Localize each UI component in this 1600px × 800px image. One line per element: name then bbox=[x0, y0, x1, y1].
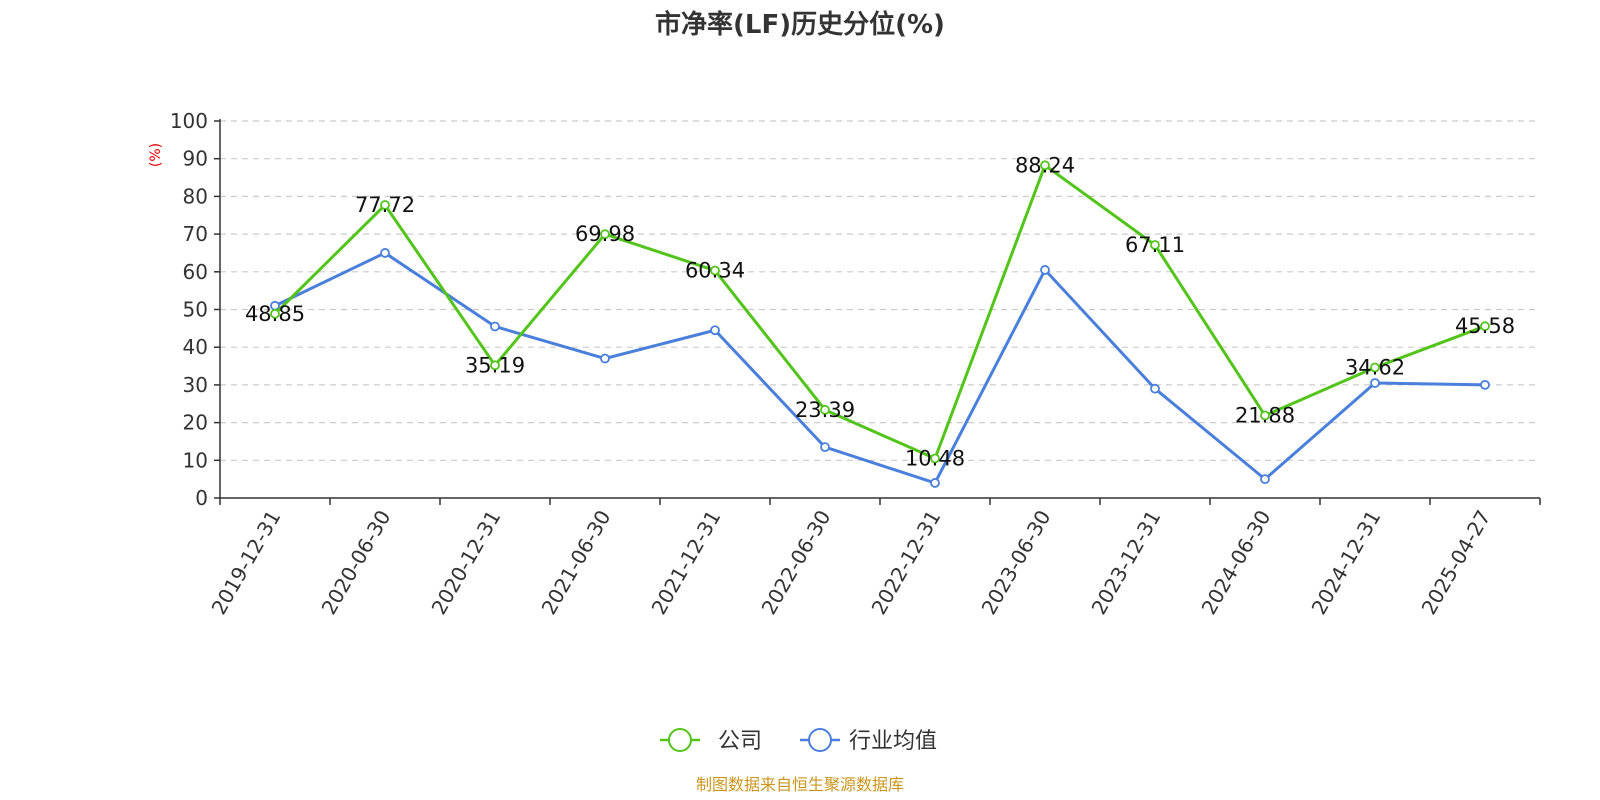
x-tick-label: 2024-12-31 bbox=[1306, 506, 1385, 619]
legend: 公司 行业均值 bbox=[660, 728, 937, 754]
data-point bbox=[1150, 240, 1160, 250]
data-point bbox=[380, 248, 390, 258]
axes: 0 10 20 30 40 50 60 70 80 90 100 2019-12-31 2020-06-… bbox=[170, 109, 1541, 619]
y-tick-label: 80 bbox=[183, 184, 208, 208]
x-tick-label: 2019-12-31 bbox=[206, 506, 285, 619]
data-label: 45.58 bbox=[1455, 314, 1515, 338]
data-point bbox=[1370, 378, 1380, 388]
legend-marker bbox=[808, 728, 832, 752]
x-tick-label: 2025-04-27 bbox=[1416, 506, 1495, 619]
x-tick-label: 2021-12-31 bbox=[646, 506, 725, 619]
data-label: 69.98 bbox=[575, 222, 635, 246]
y-tick-label: 10 bbox=[183, 448, 208, 472]
data-labels: 48.85 77.72 35.19 69.98 60.34 23.39 10.48 88.24… bbox=[245, 153, 1515, 470]
data-label: 48.85 bbox=[245, 302, 305, 326]
y-tick-label: 40 bbox=[183, 335, 208, 359]
data-point bbox=[600, 229, 610, 240]
x-tick-label: 2021-06-30 bbox=[536, 506, 615, 619]
x-tick-label: 2023-12-31 bbox=[1086, 506, 1165, 619]
data-label: 34.62 bbox=[1345, 355, 1405, 379]
series-line-0 bbox=[273, 163, 1486, 460]
data-label: 77.72 bbox=[355, 193, 415, 217]
data-point bbox=[600, 353, 610, 364]
source-note: 制图数据来自恒生聚源数据库 bbox=[696, 775, 904, 794]
x-tick-label: 2023-06-30 bbox=[976, 506, 1055, 619]
y-tick-label: 20 bbox=[183, 411, 208, 435]
data-point bbox=[820, 404, 830, 415]
data-label: 67.11 bbox=[1125, 233, 1185, 257]
data-point bbox=[270, 308, 280, 319]
y-tick-label: 50 bbox=[183, 298, 208, 322]
data-point bbox=[1480, 379, 1490, 390]
x-tick-label: 2022-12-31 bbox=[866, 506, 945, 619]
data-point bbox=[1040, 160, 1050, 171]
data-point bbox=[1260, 474, 1270, 485]
data-point bbox=[1480, 321, 1490, 332]
y-tick-label: 70 bbox=[183, 222, 208, 246]
x-tick-label: 2020-06-30 bbox=[316, 506, 395, 619]
x-tick-label: 2024-06-30 bbox=[1196, 506, 1275, 619]
data-point bbox=[380, 200, 390, 210]
grid-lines bbox=[220, 120, 1540, 461]
series-line-1 bbox=[274, 251, 1486, 485]
data-label: 88.24 bbox=[1015, 153, 1075, 177]
y-tick-label: 90 bbox=[183, 147, 208, 171]
data-point bbox=[820, 442, 830, 453]
chart-title: 市净率(LF)历史分位(%) bbox=[655, 9, 945, 40]
y-tick-label: 100 bbox=[170, 109, 208, 133]
legend-marker bbox=[668, 728, 692, 752]
legend-label: 行业均值 bbox=[849, 729, 937, 754]
data-label: 60.34 bbox=[685, 259, 745, 283]
x-tick-label: 2022-06-30 bbox=[756, 506, 835, 619]
data-point bbox=[1150, 383, 1160, 394]
y-tick-label: 0 bbox=[195, 486, 208, 510]
y-tick-label: 30 bbox=[183, 373, 208, 397]
data-label: 23.39 bbox=[795, 398, 855, 422]
data-label: 35.19 bbox=[465, 353, 525, 377]
data-point bbox=[710, 325, 720, 336]
data-label: 10.48 bbox=[905, 446, 965, 470]
data-point bbox=[490, 360, 500, 371]
data-point bbox=[490, 321, 500, 332]
data-point bbox=[1040, 265, 1050, 275]
legend-label: 公司 bbox=[718, 729, 762, 754]
data-label: 21.88 bbox=[1235, 404, 1295, 428]
data-point bbox=[1260, 410, 1270, 421]
data-point bbox=[1370, 362, 1380, 373]
series-lines bbox=[270, 160, 1490, 488]
data-point bbox=[710, 265, 720, 276]
data-point bbox=[930, 478, 940, 488]
y-axis-label: (%) bbox=[148, 143, 164, 167]
data-point bbox=[930, 453, 940, 464]
y-tick-label: 60 bbox=[183, 260, 208, 284]
x-tick-label: 2020-12-31 bbox=[426, 506, 505, 619]
